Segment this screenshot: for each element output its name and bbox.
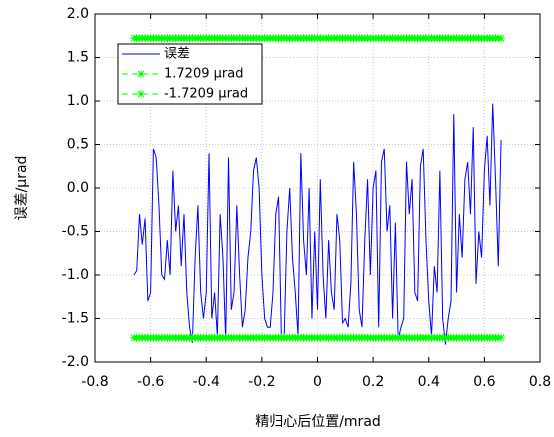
x-tick-label: -0.4	[193, 374, 220, 390]
legend-marker	[137, 70, 145, 78]
x-tick-label: 0.8	[529, 374, 551, 390]
y-tick-label: 0.0	[67, 180, 89, 196]
y-tick-label: 1.5	[67, 50, 89, 66]
legend-marker	[137, 90, 145, 98]
x-tick-label: 0.4	[418, 374, 440, 390]
y-tick-label: 0.5	[67, 137, 89, 153]
star-marker	[497, 34, 506, 43]
y-tick-label: 2.0	[67, 6, 89, 22]
star-marker	[497, 333, 506, 342]
plot-frame	[94, 13, 541, 363]
y-tick-label: -2.0	[62, 354, 89, 370]
x-tick-label: -0.8	[81, 374, 108, 390]
x-axis-label: 精归心后位置/mrad	[255, 413, 381, 430]
y-tick-label: -1.0	[62, 267, 89, 283]
y-tick-label: -1.5	[62, 311, 89, 327]
x-tick-label: -0.6	[137, 374, 164, 390]
y-tick-label: -0.5	[62, 224, 89, 240]
x-tick-label: 0.6	[473, 374, 495, 390]
x-tick-label: 0	[313, 374, 322, 390]
legend-label: 1.7209 μrad	[164, 67, 243, 82]
x-tick-label: -0.2	[248, 374, 275, 390]
x-tick-label: 0.2	[362, 374, 384, 390]
legend-label: -1.7209 μrad	[164, 87, 248, 102]
legend-label: 误差	[164, 47, 190, 62]
y-axis-label: 误差/μrad	[14, 156, 30, 221]
y-tick-label: 1.0	[67, 93, 89, 109]
series-line	[133, 103, 502, 345]
